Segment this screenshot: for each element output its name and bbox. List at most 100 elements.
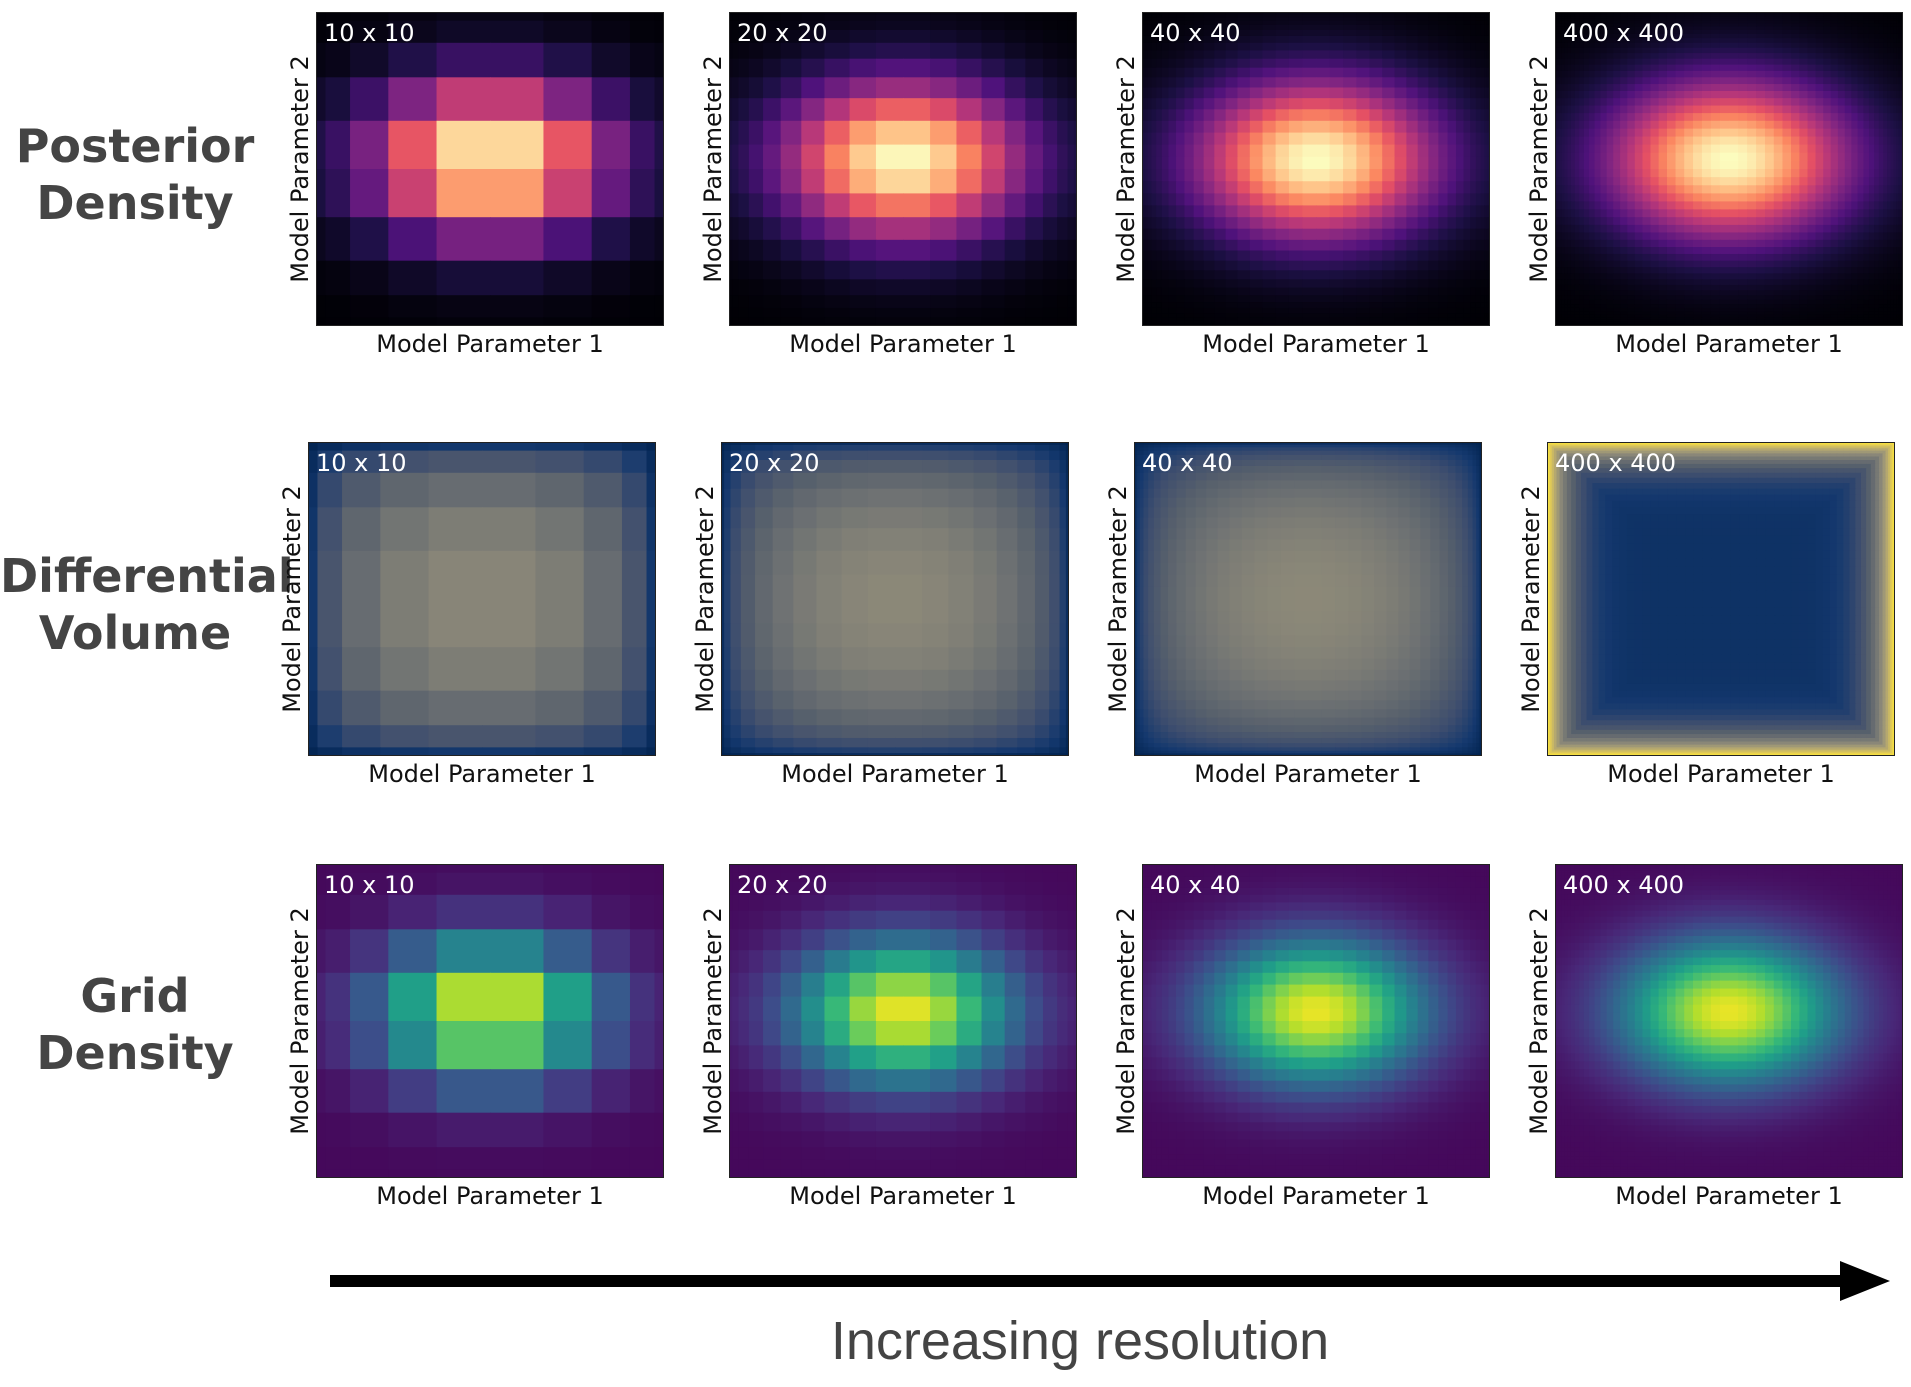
grid-cell xyxy=(1675,113,1685,122)
grid-cell xyxy=(1567,273,1572,280)
grid-cell xyxy=(1701,177,1712,186)
grid-cell xyxy=(1693,284,1703,291)
grid-cell xyxy=(1463,17,1471,22)
grid-cell xyxy=(1564,23,1569,28)
grid-cell xyxy=(1176,98,1186,110)
grid-cell xyxy=(1627,113,1636,122)
grid-cell xyxy=(1302,42,1317,51)
grid-cell xyxy=(1594,42,1602,49)
grid-cell xyxy=(1369,169,1383,182)
grid-cell xyxy=(591,120,631,170)
grid-cell xyxy=(1701,152,1712,162)
grid-cell xyxy=(1791,201,1800,210)
grid-cell xyxy=(1791,58,1800,66)
grid-cell xyxy=(1579,260,1585,268)
grid-cell xyxy=(1756,16,1766,19)
grid-cell xyxy=(1484,77,1488,89)
grid-cell xyxy=(732,260,740,280)
grid-cell xyxy=(1594,33,1602,39)
grid-cell xyxy=(1561,98,1566,107)
grid-cell xyxy=(1898,120,1901,130)
grid-cell xyxy=(543,295,593,318)
grid-cell xyxy=(1666,177,1677,186)
grid-cell xyxy=(1145,77,1149,89)
grid-cell xyxy=(1710,247,1721,255)
grid-cell xyxy=(1693,47,1703,54)
grid-cell xyxy=(1382,58,1396,69)
grid-cell xyxy=(1898,77,1901,85)
grid-cell xyxy=(1719,13,1730,16)
grid-cell xyxy=(1556,53,1558,60)
grid-cell xyxy=(1316,120,1331,134)
grid-cell xyxy=(748,260,764,280)
grid-cell xyxy=(1556,13,1559,16)
grid-cell xyxy=(1874,64,1880,72)
grid-cell xyxy=(1874,53,1880,60)
grid-cell xyxy=(1394,67,1407,78)
grid-cell xyxy=(1658,232,1668,241)
grid-cell xyxy=(1356,239,1371,252)
grid-cell xyxy=(1878,284,1884,291)
grid-cell xyxy=(1567,136,1572,146)
grid-cell xyxy=(325,120,351,170)
grid-cell xyxy=(1203,302,1215,309)
grid-cell xyxy=(1613,284,1621,291)
grid-cell xyxy=(1484,250,1488,262)
grid-cell xyxy=(1161,120,1170,134)
grid-cell xyxy=(1747,185,1757,194)
grid-cell xyxy=(1701,224,1712,234)
grid-cell xyxy=(1237,279,1251,289)
grid-cell xyxy=(1145,98,1149,110)
grid-cell xyxy=(1747,91,1757,99)
grid-cell xyxy=(1455,323,1465,325)
grid-cell xyxy=(1815,38,1824,44)
grid-cell xyxy=(1249,217,1264,230)
grid-cell xyxy=(1574,247,1580,255)
grid-cell xyxy=(1613,20,1621,24)
grid-cell xyxy=(875,98,904,122)
grid-cell xyxy=(1570,284,1576,291)
grid-cell xyxy=(1823,20,1832,24)
grid-cell xyxy=(1650,224,1660,234)
grid-cell xyxy=(1438,77,1449,89)
grid-cell xyxy=(1558,201,1561,210)
grid-cell xyxy=(1729,217,1739,226)
grid-cell xyxy=(1863,14,1870,18)
grid-cell xyxy=(1025,279,1044,296)
grid-cell xyxy=(1382,320,1396,324)
grid-cell xyxy=(730,98,733,122)
grid-cell xyxy=(1837,209,1846,218)
grid-cell xyxy=(1579,64,1585,72)
grid-cell xyxy=(1214,87,1227,99)
grid-cell xyxy=(1583,193,1590,203)
grid-cell xyxy=(1893,239,1897,248)
grid-cell xyxy=(1558,84,1561,92)
grid-cell xyxy=(1382,132,1396,146)
grid-cell xyxy=(875,20,904,31)
grid-cell xyxy=(1782,152,1792,162)
grid-cell xyxy=(1844,239,1852,248)
grid-cell xyxy=(1184,260,1195,271)
grid-cell xyxy=(1151,144,1157,158)
grid-cell xyxy=(1151,295,1157,303)
grid-cell xyxy=(1316,287,1331,296)
grid-cell xyxy=(1837,284,1846,291)
grid-cell xyxy=(1857,20,1865,24)
grid-cell xyxy=(1878,14,1884,18)
grid-cell xyxy=(1815,70,1824,78)
grid-cell xyxy=(1564,224,1569,234)
grid-cell xyxy=(1857,239,1865,248)
grid-cell xyxy=(1480,58,1485,69)
grid-cell xyxy=(1823,136,1832,146)
grid-cell xyxy=(875,14,904,22)
grid-cell xyxy=(1807,58,1817,66)
grid-cell xyxy=(1594,13,1602,15)
grid-cell xyxy=(1486,193,1489,207)
grid-cell xyxy=(1620,273,1628,280)
grid-cell xyxy=(1878,64,1884,72)
grid-cell xyxy=(730,13,733,16)
grid-cell xyxy=(1558,105,1561,114)
grid-cell xyxy=(1428,260,1439,271)
grid-cell xyxy=(1901,136,1902,146)
grid-cell xyxy=(1898,13,1901,16)
